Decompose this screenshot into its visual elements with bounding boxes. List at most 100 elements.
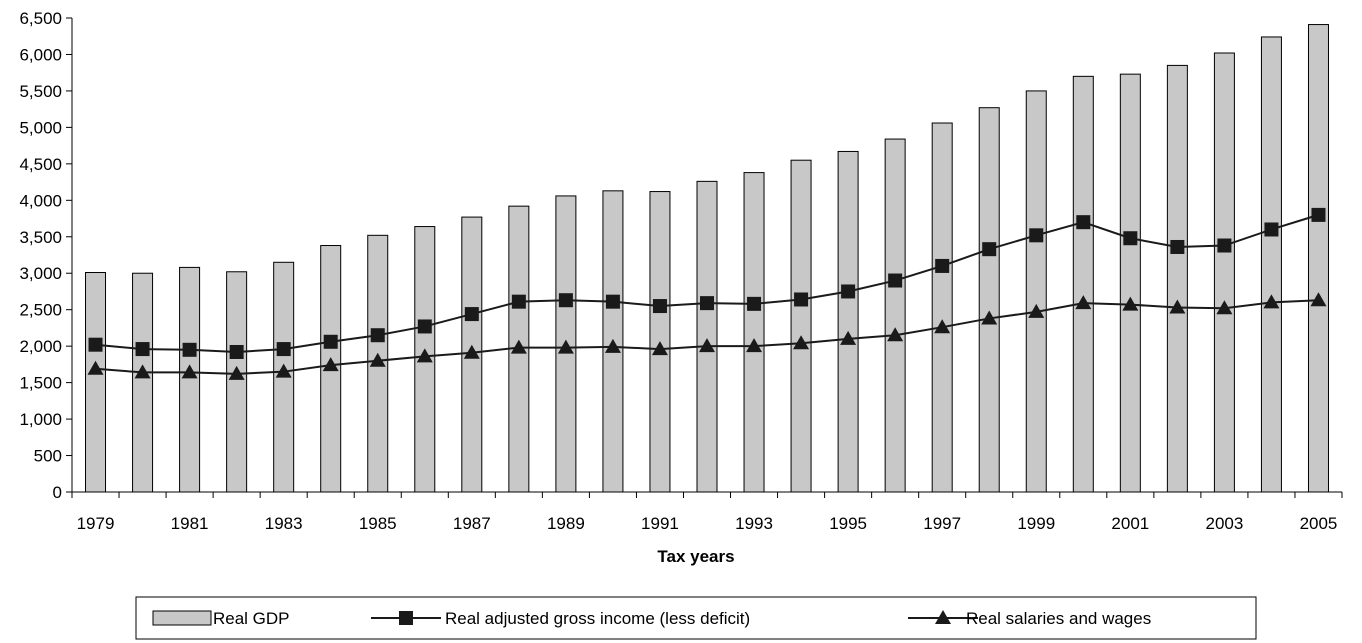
bar-1994 <box>790 159 812 493</box>
point-1996 <box>888 273 903 288</box>
point-1984 <box>322 357 339 372</box>
point-1993 <box>747 296 762 311</box>
y-tick-label: 3,000 <box>19 264 62 283</box>
bar-1997 <box>931 122 953 493</box>
x-tick-label: 1997 <box>923 514 961 533</box>
point-1989 <box>558 293 573 308</box>
point-1980 <box>134 364 151 379</box>
legend-label: Real GDP <box>213 609 290 628</box>
bar-1992 <box>696 180 718 493</box>
x-tick-label: 1995 <box>829 514 867 533</box>
y-tick-label: 6,000 <box>19 45 62 64</box>
x-tick-label: 1989 <box>547 514 585 533</box>
bar-2003 <box>1213 52 1235 493</box>
bar-1993 <box>743 172 765 493</box>
series-square <box>88 207 1326 359</box>
legend-item: Real adjusted gross income (less deficit… <box>371 609 750 628</box>
axes-layer <box>71 18 1342 493</box>
point-1993 <box>746 338 763 353</box>
y-tick-label: 0 <box>53 483 62 502</box>
y-tick-label: 500 <box>34 447 62 466</box>
point-1979 <box>87 360 104 375</box>
y-tick-label: 1,000 <box>19 410 62 429</box>
bar-1995 <box>837 150 859 493</box>
bar-2000 <box>1072 75 1094 493</box>
bar-1981 <box>179 266 201 493</box>
point-1990 <box>605 294 620 309</box>
point-2000 <box>1076 215 1091 230</box>
legend-marker <box>399 611 413 625</box>
point-2003 <box>1217 238 1232 253</box>
y-tick-label: 5,000 <box>19 118 62 137</box>
legend-item: Real GDP <box>152 609 290 628</box>
point-1995 <box>840 330 857 345</box>
point-1982 <box>228 365 245 380</box>
y-tick-label: 6,500 <box>19 9 62 28</box>
point-2002 <box>1170 239 1185 254</box>
bar-1979 <box>85 272 107 493</box>
series-triangle <box>87 292 1327 380</box>
legend: Real GDP Real adjusted gross income (less… <box>135 596 1257 640</box>
legend-frame <box>135 596 1257 640</box>
ticks-layer: 0 500 1,000 1,500 2,000 2,500 3,000 3,500 4,000 4… <box>19 9 1343 533</box>
legend-items: Real GDP Real adjusted gross income (less… <box>152 609 1151 628</box>
bar-1982 <box>226 271 248 493</box>
point-1997 <box>934 319 951 334</box>
point-2004 <box>1263 294 1280 309</box>
bar-2005 <box>1307 24 1329 493</box>
x-tick-label: 1983 <box>265 514 303 533</box>
x-tick-label: 1993 <box>735 514 773 533</box>
point-1992 <box>699 338 715 353</box>
x-tick-label: 1991 <box>641 514 679 533</box>
point-2000 <box>1075 295 1092 310</box>
point-1999 <box>1028 303 1045 318</box>
point-2001 <box>1122 296 1139 311</box>
point-1995 <box>841 284 856 299</box>
point-1987 <box>463 344 480 359</box>
x-axis-title: Tax years <box>657 547 734 566</box>
bar-1980 <box>132 272 154 493</box>
point-2005 <box>1310 292 1327 307</box>
bars-layer <box>85 24 1329 493</box>
point-1989 <box>557 339 574 354</box>
point-1983 <box>275 363 292 378</box>
point-1986 <box>417 319 432 334</box>
x-tick-label: 1985 <box>359 514 397 533</box>
bar-2001 <box>1119 73 1141 493</box>
y-tick-label: 2,000 <box>19 337 62 356</box>
point-1987 <box>464 307 479 322</box>
point-1991 <box>652 299 667 314</box>
x-tick-label: 1981 <box>171 514 209 533</box>
point-1985 <box>369 352 386 367</box>
x-tick-label: 1999 <box>1017 514 1055 533</box>
point-1983 <box>276 342 291 357</box>
x-tick-label: 2003 <box>1205 514 1243 533</box>
point-1985 <box>370 328 385 343</box>
x-tick-label: 2001 <box>1111 514 1149 533</box>
point-1984 <box>323 334 338 349</box>
lines-layer <box>87 207 1327 380</box>
point-1988 <box>511 294 526 309</box>
bar-1999 <box>1025 90 1047 493</box>
point-1997 <box>935 258 950 273</box>
point-2002 <box>1169 299 1186 314</box>
y-tick-label: 5,500 <box>19 82 62 101</box>
bar-2004 <box>1260 36 1282 493</box>
legend-label: Real adjusted gross income (less deficit… <box>445 609 750 628</box>
legend-label: Real salaries and wages <box>966 609 1151 628</box>
y-tick-label: 4,000 <box>19 191 62 210</box>
point-1996 <box>887 327 904 342</box>
point-1979 <box>88 337 103 352</box>
point-2001 <box>1123 231 1138 246</box>
point-1998 <box>982 242 997 257</box>
y-tick-label: 3,500 <box>19 228 62 247</box>
point-1981 <box>182 342 197 357</box>
bar-1996 <box>884 138 906 493</box>
x-tick-label: 2005 <box>1300 514 1338 533</box>
point-2004 <box>1264 222 1279 237</box>
point-1994 <box>794 292 809 307</box>
y-tick-label: 2,500 <box>19 301 62 320</box>
point-2005 <box>1311 207 1326 222</box>
bar-1998 <box>978 107 1000 493</box>
